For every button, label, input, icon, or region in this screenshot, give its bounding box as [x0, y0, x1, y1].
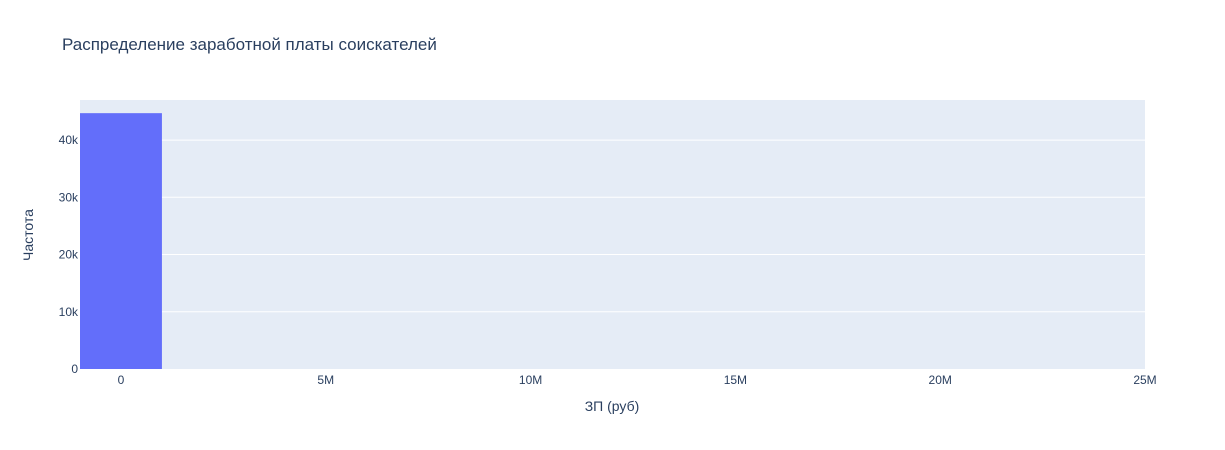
x-axis-title: ЗП (руб)	[585, 398, 640, 414]
y-axis-ticks: 0 10k 20k 30k 40k	[59, 133, 79, 376]
x-axis-ticks: 0 5M 10M 15M 20M 25M	[118, 373, 1157, 387]
x-tick-label: 25M	[1133, 373, 1156, 387]
gridlines	[80, 139, 1145, 313]
x-tick-label: 20M	[929, 373, 952, 387]
chart-title: Распределение заработной платы соискател…	[62, 35, 437, 54]
x-tick-label: 15M	[724, 373, 747, 387]
y-tick-label: 0	[71, 362, 78, 376]
plot-area	[80, 100, 1145, 369]
y-tick-label: 10k	[59, 305, 79, 319]
histogram-bars	[80, 113, 162, 370]
x-tick-label: 10M	[519, 373, 542, 387]
y-tick-label: 30k	[59, 190, 79, 204]
x-tick-label: 0	[118, 373, 125, 387]
y-axis-title: Частота	[20, 209, 36, 261]
y-tick-label: 40k	[59, 133, 79, 147]
y-tick-label: 20k	[59, 248, 79, 262]
x-tick-label: 5M	[317, 373, 334, 387]
histogram-bar	[80, 113, 162, 370]
